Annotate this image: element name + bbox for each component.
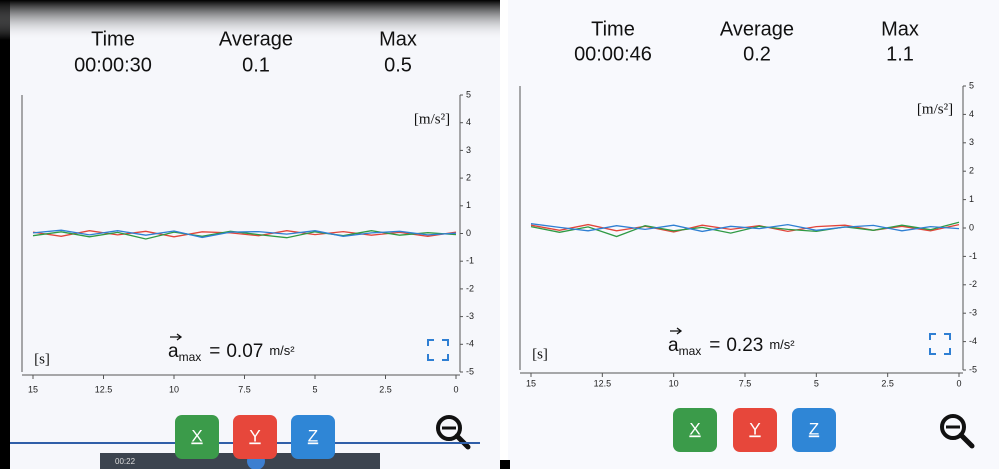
y-tick-label: 2 (969, 166, 974, 176)
x-tick-label: 0 (956, 378, 961, 388)
x-tick-label: 0 (453, 384, 458, 394)
amax-equals: = (709, 335, 720, 356)
x-tick-label: 2.5 (881, 378, 894, 388)
y-unit-label: [m/s²] (917, 101, 953, 117)
screenshot: 00:22 Time 00:00:30 Average 0.1 Max 0.5 -5 -4 -3… (0, 0, 999, 469)
right-panel (508, 0, 999, 469)
axis-button-label[interactable]: Y (749, 419, 760, 438)
stat-label: Average (720, 18, 794, 40)
x-tick-label: 15 (28, 384, 38, 394)
y-tick-label: -5 (969, 364, 977, 374)
amax-subscript: max (679, 344, 702, 358)
y-tick-label: -1 (969, 251, 977, 261)
stat-label: Time (91, 28, 135, 50)
axis-button-label[interactable]: Z (308, 426, 318, 445)
y-tick-label: -3 (969, 308, 977, 318)
amax-value: 0.07 (226, 341, 263, 362)
axis-button-label[interactable]: Z (809, 419, 819, 438)
amax-unit: m/s² (769, 337, 795, 352)
y-tick-label: 1 (466, 200, 471, 210)
x-tick-label: 12.5 (95, 384, 113, 394)
x-unit-label: [s] (34, 351, 50, 367)
y-tick-label: 5 (466, 89, 471, 99)
x-tick-label: 7.5 (739, 378, 752, 388)
stat-value: 00:00:30 (74, 54, 152, 76)
y-unit-label: [m/s²] (414, 111, 450, 127)
amax-symbol: a (668, 335, 679, 356)
x-tick-label: 10 (169, 384, 179, 394)
amax-value: 0.23 (726, 335, 763, 356)
x-tick-label: 12.5 (594, 378, 612, 388)
left-border (0, 0, 10, 469)
x-tick-label: 5 (814, 378, 819, 388)
y-tick-label: -4 (969, 336, 977, 346)
stat-value: 0.1 (242, 54, 270, 76)
axis-button-label[interactable]: X (191, 426, 202, 445)
y-tick-label: 3 (969, 137, 974, 147)
y-tick-label: -2 (969, 279, 977, 289)
y-tick-label: -3 (466, 311, 474, 321)
y-tick-label: 4 (466, 117, 471, 127)
stat-value: 0.5 (384, 54, 412, 76)
x-tick-label: 5 (312, 384, 317, 394)
x-tick-label: 15 (526, 378, 536, 388)
y-tick-label: 0 (466, 228, 471, 238)
amax-subscript: max (179, 350, 202, 364)
axis-button-label[interactable]: Y (249, 426, 260, 445)
stat-value: 1.1 (886, 43, 914, 65)
stat-label: Average (219, 28, 293, 50)
stat-label: Time (591, 18, 635, 40)
y-tick-label: 2 (466, 172, 471, 182)
x-tick-label: 10 (669, 378, 679, 388)
stat-label: Max (881, 18, 919, 40)
y-tick-label: 5 (969, 80, 974, 90)
y-tick-label: -4 (466, 339, 474, 349)
stat-value: 00:00:46 (574, 43, 652, 65)
stat-label: Max (379, 28, 417, 50)
player-time: 00:22 (115, 457, 136, 466)
y-tick-label: 0 (969, 222, 974, 232)
x-unit-label: [s] (532, 346, 548, 362)
divider (500, 460, 510, 469)
y-tick-label: 4 (969, 109, 974, 119)
amax-unit: m/s² (269, 343, 295, 358)
x-tick-label: 7.5 (238, 384, 251, 394)
y-tick-label: 3 (466, 145, 471, 155)
y-tick-label: -1 (466, 256, 474, 266)
axis-button-label[interactable]: X (689, 419, 700, 438)
x-tick-label: 2.5 (379, 384, 392, 394)
amax-equals: = (209, 341, 220, 362)
y-tick-label: 1 (969, 194, 974, 204)
y-tick-label: -2 (466, 283, 474, 293)
amax-symbol: a (168, 341, 179, 362)
stat-value: 0.2 (743, 43, 771, 65)
y-tick-label: -5 (466, 366, 474, 376)
